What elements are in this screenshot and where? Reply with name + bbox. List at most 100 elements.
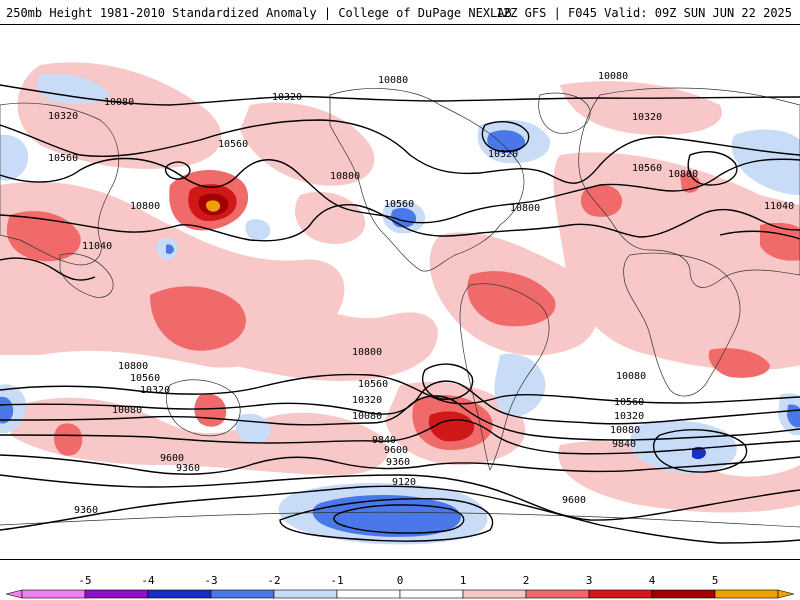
- negative-anomaly-3: [692, 446, 706, 460]
- colorbar-tick-label: -4: [141, 574, 155, 587]
- contour-label: 10320: [352, 395, 382, 406]
- contour-cutoff-low: [422, 363, 474, 400]
- contour-10560-north: [0, 157, 800, 224]
- contour-label: 9600: [562, 495, 586, 506]
- map-panel: 10080 10080 10080 10320 10320 10320 1056…: [0, 24, 800, 560]
- contour-labels: 10080 10080 10080 10320 10320 10320 1056…: [48, 71, 794, 516]
- negative-anomaly-2: [487, 130, 526, 153]
- positive-anomaly-2: [6, 211, 81, 262]
- contour-label: 11040: [82, 241, 112, 252]
- contour-label: 10320: [140, 385, 170, 396]
- colorbar-swatch: [273, 589, 338, 599]
- contour-label: 10560: [384, 199, 414, 210]
- positive-anomaly-2: [708, 348, 770, 378]
- negative-anomaly-1: [245, 219, 271, 241]
- contour-label: 10080: [378, 75, 408, 86]
- contour-label: 10800: [330, 171, 360, 182]
- greenland-outline: [538, 92, 591, 134]
- eurasia-west-outline: [0, 102, 120, 266]
- contour-label: 10800: [510, 203, 540, 214]
- colorbar-swatch: [588, 589, 653, 599]
- contour-label: 10800: [118, 361, 148, 372]
- contour-label: 9360: [176, 463, 200, 474]
- contour-label: 10800: [352, 347, 382, 358]
- contour-10320-south: [0, 395, 800, 441]
- contour-label: 10800: [130, 201, 160, 212]
- colorbar-swatch: [399, 589, 464, 599]
- colorbar-swatch: [21, 589, 86, 599]
- colorbar-tick-label: 1: [460, 574, 467, 587]
- contour-9840: [0, 454, 800, 475]
- contour-label: 10560: [130, 373, 160, 384]
- contour-aleutian-ring: [164, 161, 191, 180]
- contour-label: 10080: [112, 405, 142, 416]
- positive-anomaly-1: [558, 441, 800, 513]
- colorbar-swatch: [714, 589, 779, 599]
- contour-label: 10560: [632, 163, 662, 174]
- negative-anomaly-2: [0, 396, 14, 424]
- positive-anomaly-2: [467, 271, 556, 327]
- se-asia-outline: [59, 253, 114, 298]
- north-america-outline: [329, 88, 525, 272]
- positive-anomaly-3: [428, 411, 475, 442]
- contour-10080-north: [0, 84, 800, 106]
- contour-label: 10080: [610, 425, 640, 436]
- colorbar-tick-label: -2: [267, 574, 280, 587]
- contour-label: 10800: [668, 169, 698, 180]
- colorbar-tick-label: 4: [649, 574, 656, 587]
- colorbar-tick-label: -5: [78, 574, 91, 587]
- africa-outline: [623, 252, 741, 397]
- contour-label: 10080: [616, 371, 646, 382]
- contour-label: 10080: [598, 71, 628, 82]
- positive-anomaly-1: [10, 397, 388, 475]
- negative-anomaly-2: [166, 244, 174, 254]
- contour-label: 9600: [160, 453, 184, 464]
- colorbar-swatch: [525, 589, 590, 599]
- colorbar-ticks: -5 -4 -3 -2 -1 0 1 2 3 4 5: [78, 574, 718, 587]
- positive-anomaly-5: [206, 200, 221, 212]
- antarctica-outline: [0, 511, 800, 528]
- contour-label: 9360: [386, 457, 410, 468]
- contour-label: 10320: [614, 411, 644, 422]
- contour-label: 9120: [392, 477, 416, 488]
- south-america-outline: [459, 283, 550, 471]
- colorbar-tick-label: 2: [523, 574, 530, 587]
- contour-label: 10560: [48, 153, 78, 164]
- eurasia-outline: [578, 87, 800, 288]
- contour-label: 9840: [612, 439, 636, 450]
- contour-label: 10080: [352, 411, 382, 422]
- negative-anomaly-1: [494, 353, 546, 417]
- colorbar-swatch: [651, 589, 716, 599]
- colorbar-low-arrow: [5, 589, 23, 599]
- contour-label: 10560: [358, 379, 388, 390]
- contour-label: 10080: [104, 97, 134, 108]
- colorbar-tick-label: -3: [204, 574, 217, 587]
- contour-11040-west: [0, 257, 96, 281]
- anomaly-shading: [0, 62, 800, 545]
- contour-label: 10320: [48, 111, 78, 122]
- coastlines: [0, 87, 800, 528]
- negative-anomaly-1: [37, 73, 111, 105]
- colorbar-tick-label: 0: [397, 574, 404, 587]
- colorbar-swatches: [5, 589, 795, 599]
- negative-anomaly-1: [731, 129, 800, 195]
- colorbar-swatch: [84, 589, 149, 599]
- contour-9600: [0, 474, 800, 521]
- colorbar-tick-label: 3: [586, 574, 593, 587]
- colorbar-swatch: [336, 589, 401, 599]
- model-run-info: 12Z GFS | F045 Valid: 09Z SUN JUN 22 202…: [495, 6, 792, 20]
- contour-label: 11040: [764, 201, 794, 212]
- negative-anomaly-1: [0, 134, 29, 181]
- australia-outline: [166, 379, 241, 437]
- contour-label: 10320: [632, 112, 662, 123]
- colorbar-swatch: [462, 589, 527, 599]
- contour-label: 10320: [272, 92, 302, 103]
- contour-label: 9360: [74, 505, 98, 516]
- contour-10320-north: [0, 119, 800, 184]
- contour-europe-ring: [687, 151, 738, 186]
- colorbar-tick-label: -1: [330, 574, 343, 587]
- colorbar: -5 -4 -3 -2 -1 0 1 2 3 4 5: [5, 574, 795, 599]
- contour-label: 9600: [384, 445, 408, 456]
- colorbar-swatch: [210, 589, 275, 599]
- contour-9120: [333, 504, 465, 534]
